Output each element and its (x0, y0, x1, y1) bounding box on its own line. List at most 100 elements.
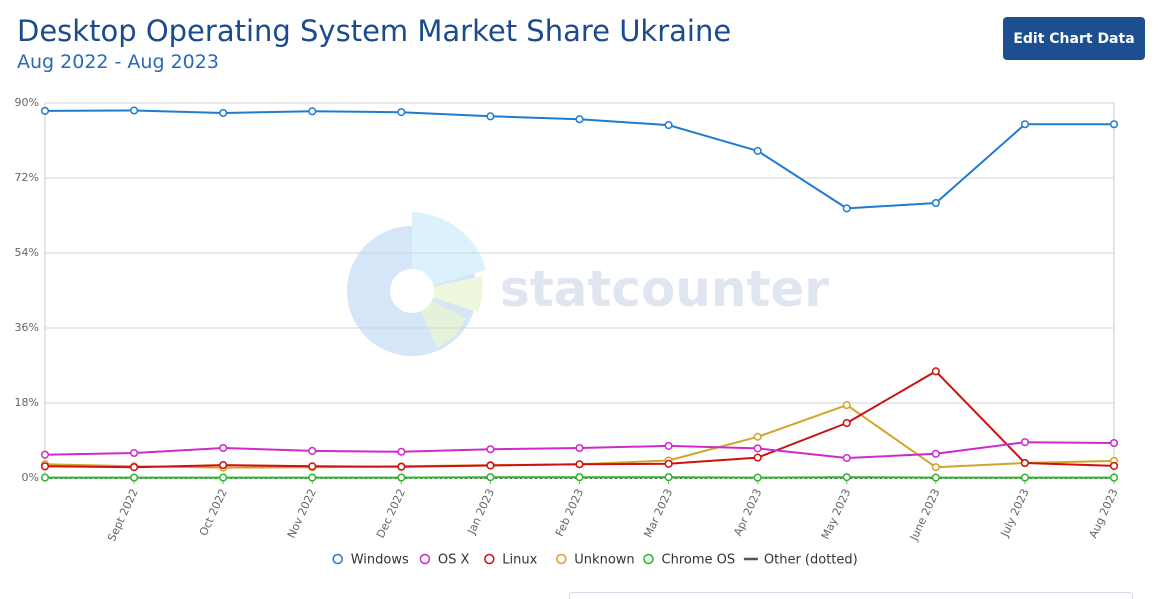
data-point-windows[interactable] (576, 116, 583, 123)
legend-label: OS X (438, 553, 470, 568)
data-point-windows[interactable] (398, 109, 405, 116)
x-tick-label: Feb 2023 (553, 487, 586, 539)
legend-marker (485, 555, 494, 564)
data-point-unknown[interactable] (754, 433, 761, 440)
x-tick-label: May 2023 (819, 487, 854, 542)
data-point-unknown[interactable] (933, 464, 940, 471)
statcounter-logo-icon (347, 212, 486, 356)
y-tick-label: 54% (15, 246, 39, 259)
legend-label: Unknown (574, 553, 634, 568)
data-point-os-x[interactable] (220, 445, 227, 452)
data-point-unknown[interactable] (843, 402, 850, 409)
data-point-chrome-os[interactable] (754, 474, 761, 481)
data-point-linux[interactable] (309, 463, 316, 470)
series-line-windows (45, 111, 1114, 209)
data-point-os-x[interactable] (398, 448, 405, 455)
legend-label: Windows (351, 553, 409, 568)
data-point-windows[interactable] (131, 107, 138, 114)
data-point-windows[interactable] (309, 108, 316, 115)
data-point-linux[interactable] (42, 463, 49, 470)
data-point-chrome-os[interactable] (576, 474, 583, 481)
data-point-windows[interactable] (933, 200, 940, 207)
legend-label: Linux (502, 553, 537, 568)
data-point-os-x[interactable] (933, 451, 940, 458)
x-tick-label: June 2023 (907, 487, 943, 544)
legend-item-unknown[interactable]: Unknown (557, 553, 635, 568)
data-point-chrome-os[interactable] (487, 474, 494, 481)
x-tick-label: Sept 2022 (105, 487, 141, 544)
data-point-chrome-os[interactable] (843, 474, 850, 481)
series-os-x (42, 439, 1118, 461)
data-point-chrome-os[interactable] (398, 474, 405, 481)
x-tick-label: Dec 2022 (374, 487, 408, 540)
y-tick-label: 90% (15, 96, 39, 109)
data-point-os-x[interactable] (487, 446, 494, 453)
data-point-linux[interactable] (131, 464, 138, 471)
data-point-linux[interactable] (398, 463, 405, 470)
data-point-os-x[interactable] (754, 445, 761, 452)
y-axis: 0% 18% 36% 54% 72% 90% (15, 96, 39, 484)
legend-label: Other (dotted) (764, 553, 858, 568)
data-point-windows[interactable] (754, 148, 761, 155)
legend: Windows OS X Linux Unknown Chrome OS Other (d… (333, 553, 858, 568)
data-point-windows[interactable] (843, 205, 850, 212)
data-point-os-x[interactable] (1111, 440, 1118, 447)
data-point-linux[interactable] (843, 420, 850, 427)
data-point-chrome-os[interactable] (1022, 474, 1029, 481)
data-point-chrome-os[interactable] (1111, 474, 1118, 481)
data-point-linux[interactable] (754, 454, 761, 461)
series-windows (42, 107, 1118, 212)
data-point-chrome-os[interactable] (131, 474, 138, 481)
y-tick-label: 36% (15, 321, 39, 334)
x-tick-label: Oct 2022 (197, 487, 230, 538)
data-point-linux[interactable] (1022, 460, 1029, 467)
data-point-chrome-os[interactable] (42, 474, 49, 481)
data-point-os-x[interactable] (1022, 439, 1029, 446)
data-point-os-x[interactable] (131, 450, 138, 457)
data-point-windows[interactable] (1111, 121, 1118, 128)
legend-item-other-dotted[interactable]: Other (dotted) (744, 553, 858, 568)
y-tick-label: 0% (22, 471, 39, 484)
data-point-os-x[interactable] (843, 455, 850, 462)
legend-marker (557, 555, 566, 564)
x-tick-label: Aug 2023 (1087, 487, 1121, 541)
data-point-chrome-os[interactable] (309, 474, 316, 481)
data-point-windows[interactable] (487, 113, 494, 120)
statcounter-watermark: statcounter (347, 212, 829, 356)
legend-item-windows[interactable]: Windows (333, 553, 409, 568)
series-line-unknown (45, 405, 1114, 468)
bottom-panel-edge (569, 592, 1133, 599)
x-tick-label: Apr 2023 (731, 487, 764, 538)
series-linux (42, 368, 1118, 470)
data-point-linux[interactable] (576, 461, 583, 468)
y-tick-label: 72% (15, 171, 39, 184)
x-tick-label: Nov 2022 (285, 487, 319, 541)
data-point-windows[interactable] (665, 122, 672, 129)
data-point-os-x[interactable] (309, 448, 316, 455)
data-point-os-x[interactable] (576, 445, 583, 452)
data-point-linux[interactable] (933, 368, 940, 375)
data-point-chrome-os[interactable] (665, 474, 672, 481)
legend-marker (420, 555, 429, 564)
legend-item-os-x[interactable]: OS X (420, 553, 469, 568)
data-point-linux[interactable] (220, 462, 227, 469)
data-point-windows[interactable] (1022, 121, 1029, 128)
series-chrome-os (42, 474, 1118, 481)
legend-marker (333, 555, 342, 564)
data-point-linux[interactable] (1111, 463, 1118, 470)
x-tick-label: Jan 2023 (464, 487, 497, 537)
legend-item-chrome-os[interactable]: Chrome OS (644, 553, 735, 568)
y-tick-label: 18% (15, 396, 39, 409)
data-point-linux[interactable] (665, 461, 672, 468)
x-tick-label: July 2023 (998, 487, 1032, 540)
data-point-os-x[interactable] (42, 451, 49, 458)
data-point-os-x[interactable] (665, 443, 672, 450)
x-axis: Sept 2022 Oct 2022 Nov 2022 Dec 2022 Jan 202… (105, 478, 1121, 544)
legend-item-linux[interactable]: Linux (485, 553, 538, 568)
data-point-chrome-os[interactable] (933, 474, 940, 481)
watermark-text: statcounter (500, 260, 829, 318)
data-point-linux[interactable] (487, 462, 494, 469)
data-point-chrome-os[interactable] (220, 474, 227, 481)
data-point-windows[interactable] (220, 110, 227, 117)
data-point-windows[interactable] (42, 108, 49, 115)
